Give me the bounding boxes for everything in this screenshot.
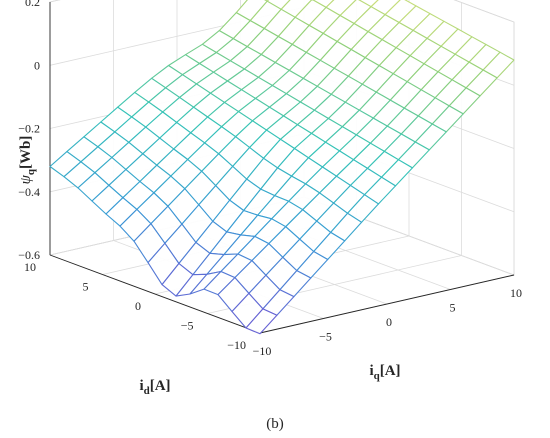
surface-mesh	[49, 0, 515, 335]
z-tick-label: −0.4	[18, 185, 40, 199]
z-axis-label: ψq[Wb]	[18, 136, 37, 185]
x-axis-label: id[A]	[139, 378, 170, 397]
panel-label: (b)	[266, 416, 284, 432]
z-tick-label: 0	[34, 58, 40, 72]
x-tick-label: 5	[83, 280, 89, 294]
z-tick-label: 0.2	[25, 0, 40, 9]
z-tick-label: −0.2	[18, 122, 40, 136]
x-tick-label: −5	[181, 319, 194, 333]
y-tick-label: −5	[319, 330, 332, 344]
x-tick-label: 0	[135, 299, 141, 313]
y-axis-label: iq[A]	[369, 363, 400, 382]
x-axis-line	[49, 254, 261, 334]
surface-cell	[245, 308, 278, 335]
y-axis-line	[259, 274, 515, 334]
z-tick-label: −0.6	[18, 248, 40, 262]
x-tick-label: 10	[24, 260, 36, 274]
y-tick-label: 0	[386, 315, 392, 329]
x-tick-label: −10	[227, 338, 246, 352]
y-tick-label: 5	[450, 301, 456, 315]
y-tick-label: 10	[510, 286, 522, 300]
y-tick-label: −10	[253, 344, 272, 358]
